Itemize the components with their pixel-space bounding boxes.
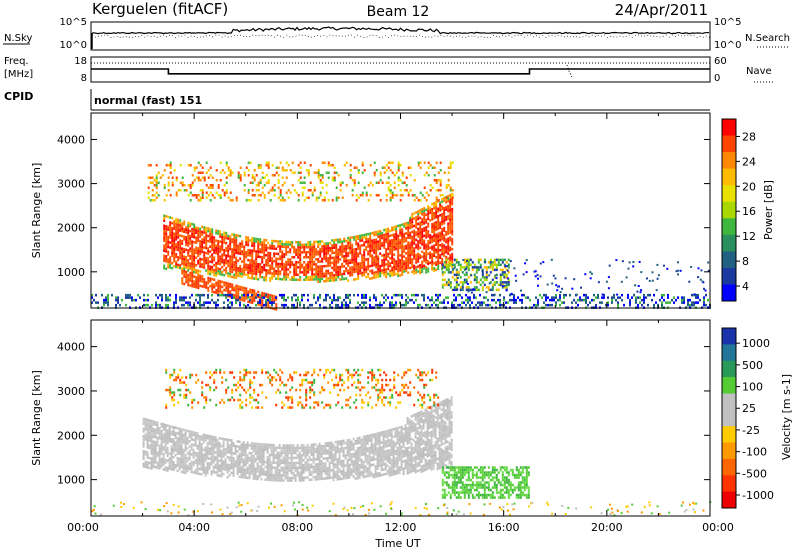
y-axis-label: Slant Range [km]	[30, 163, 43, 259]
noise-left-label: N.Sky	[4, 33, 32, 44]
colorbar-swatch	[722, 234, 736, 252]
colorbar-swatch	[722, 267, 736, 285]
noise-left-tick: 10^0	[60, 40, 87, 51]
colorbar-tick-label: 28	[742, 130, 756, 143]
noise-search-trace	[92, 34, 710, 38]
colorbar-tick-label: 24	[742, 155, 756, 168]
colorbar-tick-label: -500	[742, 467, 767, 480]
velocity-colorbar	[721, 327, 740, 509]
cpid-label: CPID	[4, 90, 33, 103]
x-tick-label: 16:00	[488, 521, 520, 534]
y-axis-label: Slant Range [km]	[30, 370, 43, 466]
velocity-panel-frame	[90, 319, 711, 517]
y-tick-label: 4000	[57, 133, 85, 146]
nave-dip	[566, 64, 573, 79]
colorbar-tick-label: 16	[742, 205, 756, 218]
power-colorbar	[721, 118, 740, 302]
noise-sky-trace	[91, 26, 710, 35]
colorbar-tick-label: 4	[742, 280, 749, 293]
colorbar-swatch	[722, 251, 736, 269]
beam-label: Beam 12	[367, 4, 430, 20]
colorbar-swatch	[722, 409, 736, 427]
colorbar-swatch	[722, 135, 736, 153]
frequency-trace	[91, 68, 710, 75]
colorbar-swatch	[722, 152, 736, 170]
x-tick-label: 04:00	[178, 521, 210, 534]
freq-label-line1: Freq.	[4, 56, 29, 67]
power-panel-bg	[91, 113, 710, 308]
nave-tick: 0	[714, 73, 720, 84]
x-tick-label: 20:00	[591, 521, 623, 534]
x-tick-label: 12:00	[385, 521, 417, 534]
colorbar-tick-label: 25	[742, 402, 756, 415]
colorbar-swatch	[722, 344, 736, 362]
colorbar-tick-label: 12	[742, 230, 756, 243]
noise-right-tick: 10^5	[714, 17, 741, 28]
colorbar-swatch	[722, 168, 736, 186]
colorbar-tick-label: -25	[742, 424, 760, 437]
colorbar-tick-label: -100	[742, 446, 767, 459]
freq-tick: 18	[74, 56, 87, 67]
colorbar-frame	[721, 118, 737, 302]
colorbar-tick-label: -1000	[742, 489, 774, 502]
velocity-echo-layer	[91, 368, 712, 517]
x-tick-label: 00:00	[67, 521, 99, 534]
freq-label-line2: [MHz]	[4, 69, 33, 80]
noise-right-label: N.Search	[745, 33, 790, 44]
colorbar-tick-label: 1000	[742, 337, 770, 350]
x-tick-label: 08:00	[281, 521, 313, 534]
velocity-colorbar-title: Velocity [m s-1]	[780, 374, 793, 460]
y-tick-label: 1000	[57, 474, 85, 487]
colorbar-swatch	[722, 119, 736, 136]
colorbar-swatch	[722, 458, 736, 476]
colorbar-swatch	[722, 442, 736, 460]
colorbar-frame	[721, 327, 737, 509]
colorbar-swatch	[722, 491, 736, 509]
colorbar-swatch	[722, 475, 736, 493]
colorbar-tick-label: 100	[742, 381, 763, 394]
radar-title: Kerguelen (fitACF)	[92, 0, 228, 18]
nave-label: Nave	[746, 66, 772, 77]
noise-panel-frame	[90, 21, 711, 51]
y-tick-label: 3000	[57, 385, 85, 398]
x-axis-label: Time UT	[374, 537, 420, 550]
colorbar-swatch	[722, 426, 736, 444]
y-tick-label: 4000	[57, 341, 85, 354]
colorbar-swatch	[722, 284, 736, 302]
colorbar-tick-label: 8	[742, 255, 749, 268]
colorbar-swatch	[722, 393, 736, 411]
y-tick-label: 1000	[57, 266, 85, 279]
freq-tick: 8	[81, 73, 87, 84]
date-label: 24/Apr/2011	[615, 1, 708, 19]
noise-left-tick: 10^5	[60, 17, 87, 28]
y-tick-label: 2000	[57, 429, 85, 442]
colorbar-swatch	[722, 377, 736, 394]
y-tick-label: 3000	[57, 178, 85, 191]
noise-right-tick: 10^0	[714, 40, 741, 51]
x-tick-label: 00:00	[702, 521, 734, 534]
colorbar-swatch	[722, 201, 736, 219]
colorbar-swatch	[722, 185, 736, 203]
power-colorbar-title: Power [dB]	[762, 180, 775, 240]
colorbar-tick-label: 500	[742, 359, 763, 372]
colorbar-tick-label: 20	[742, 180, 756, 193]
colorbar-swatch	[722, 328, 736, 345]
colorbar-swatch	[722, 218, 736, 236]
cpid-value: normal (fast) 151	[94, 94, 202, 107]
colorbar-swatch	[722, 360, 736, 378]
nave-tick: 60	[714, 56, 727, 67]
y-tick-label: 2000	[57, 222, 85, 235]
